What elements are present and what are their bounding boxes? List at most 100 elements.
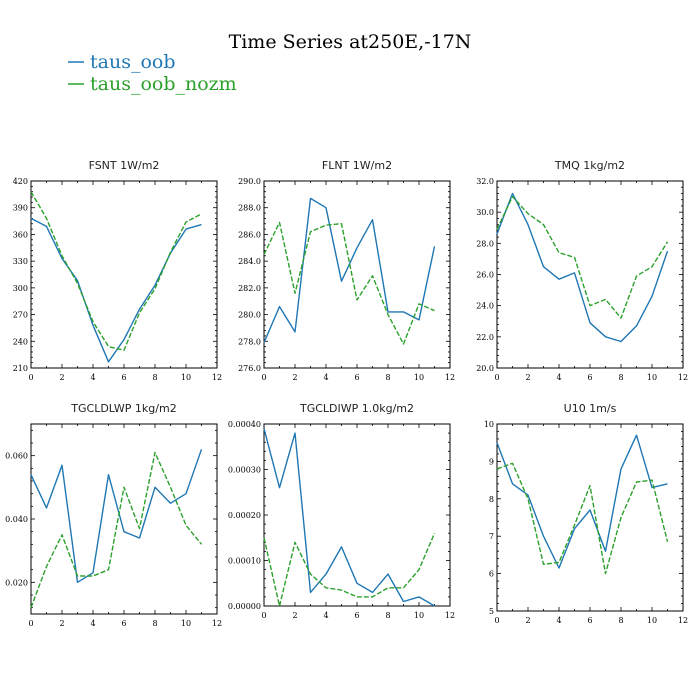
x-tick-label: 10 <box>647 373 657 382</box>
x-tick-label: 2 <box>525 616 530 625</box>
series-line-taus-oob-nozm <box>263 532 436 607</box>
x-tick-label: 8 <box>385 373 390 382</box>
x-tick-label: 0 <box>494 373 499 382</box>
y-tick-label: 0.00040 <box>228 420 261 429</box>
y-tick-label: 278.0 <box>238 337 261 346</box>
y-tick-label: 276.0 <box>238 364 261 373</box>
x-tick-label: 12 <box>678 616 688 625</box>
y-tick-label: 284.0 <box>238 257 261 266</box>
x-tick-label: 2 <box>525 373 530 382</box>
plot-frame <box>263 180 451 369</box>
legend-item-taus-oob: taus_oob <box>68 51 176 73</box>
plot-frame <box>496 423 684 612</box>
y-tick-label: 0.00020 <box>228 511 261 520</box>
x-tick-label: 6 <box>121 619 126 628</box>
y-tick-label: 0.060 <box>5 452 28 461</box>
x-tick-label: 10 <box>647 616 657 625</box>
x-tick-label: 8 <box>618 616 623 625</box>
x-tick-label: 4 <box>90 373 95 382</box>
x-tick-label: 4 <box>90 619 95 628</box>
y-tick-label: 390 <box>13 204 28 213</box>
x-tick-label: 12 <box>212 373 222 382</box>
series-line-taus-oob-nozm <box>263 221 435 345</box>
chart-panel-4: TGCLDLWP 1kg/m2 0 2 4 6 8 10 12 0.020 0.040 0.060 <box>5 402 222 628</box>
y-tick-label: 10 <box>484 420 494 429</box>
legend-label-taus-oob: taus_oob <box>90 51 176 73</box>
panel-title: FSNT 1W/m2 <box>89 159 160 172</box>
figure-title: Time Series at250E,-17N <box>229 31 472 53</box>
x-tick-label: 10 <box>181 619 191 628</box>
y-tick-label: 7 <box>489 532 494 541</box>
x-tick-label: 8 <box>385 611 390 620</box>
legend: taus_oob taus_oob_nozm <box>68 51 237 95</box>
y-tick-label: 0.020 <box>5 578 28 587</box>
x-tick-label: 12 <box>212 619 222 628</box>
y-tick-label: 240 <box>13 337 28 346</box>
panel-title: TGCLDLWP 1kg/m2 <box>70 402 176 415</box>
y-tick-label: 0.00000 <box>228 602 261 611</box>
x-tick-label: 0 <box>261 611 266 620</box>
x-tick-label: 8 <box>152 619 157 628</box>
y-tick-label: 286.0 <box>238 230 261 239</box>
x-tick-label: 8 <box>618 373 623 382</box>
x-tick-label: 0 <box>28 619 33 628</box>
plot-frame <box>30 423 218 615</box>
panel-title: FLNT 1W/m2 <box>322 159 392 172</box>
x-tick-label: 4 <box>556 373 561 382</box>
x-tick-label: 6 <box>354 373 359 382</box>
series-line-taus-oob <box>263 428 435 607</box>
y-tick-label: 0.00030 <box>228 466 261 475</box>
x-tick-label: 0 <box>494 616 499 625</box>
y-tick-label: 6 <box>489 570 494 579</box>
x-tick-label: 2 <box>292 373 297 382</box>
y-tick-label: 32.0 <box>476 177 494 186</box>
x-tick-label: 4 <box>556 616 561 625</box>
plot-frame <box>496 180 684 369</box>
y-tick-label: 8 <box>489 495 494 504</box>
y-tick-label: 282.0 <box>238 284 261 293</box>
panel-title: U10 1m/s <box>564 402 617 415</box>
y-tick-label: 9 <box>489 457 494 466</box>
x-tick-label: 6 <box>587 616 592 625</box>
x-tick-label: 2 <box>292 611 297 620</box>
series-line-taus-oob-nozm <box>496 195 669 319</box>
series-line-taus-oob <box>30 217 202 363</box>
x-tick-label: 12 <box>445 611 455 620</box>
y-tick-label: 288.0 <box>238 204 261 213</box>
chart-panels: FSNT 1W/m20 2 4 6 8 10 12210240270300330360390… <box>5 159 688 628</box>
series-line-taus-oob-nozm <box>496 462 669 575</box>
y-tick-label: 28.0 <box>476 239 494 248</box>
panel-title: TMQ 1kg/m2 <box>554 159 625 172</box>
chart-panel-2: FLNT 1W/m2 0 2 4 6 8 10 12 276.0 278.0 280.0 282.0 2… <box>238 159 455 382</box>
x-tick-label: 10 <box>414 373 424 382</box>
y-tick-label: 300 <box>13 284 28 293</box>
x-tick-label: 2 <box>59 619 64 628</box>
x-tick-label: 6 <box>354 611 359 620</box>
y-tick-label: 360 <box>13 230 28 239</box>
x-tick-label: 8 <box>152 373 157 382</box>
x-tick-label: 12 <box>678 373 688 382</box>
x-tick-label: 10 <box>414 611 424 620</box>
y-tick-label: 5 <box>489 607 494 616</box>
y-tick-label: 330 <box>13 257 28 266</box>
x-tick-label: 12 <box>445 373 455 382</box>
x-tick-label: 10 <box>181 373 191 382</box>
x-tick-label: 2 <box>59 373 64 382</box>
chart-panel-6: U10 1m/s 0 2 4 6 8 10 12 5 6 7 8 9 10 <box>484 402 688 625</box>
chart-panel-3: TMQ 1kg/m2 0 2 4 6 8 10 12 20.0 22.0 24.0 26.0 28.0 3… <box>476 159 688 382</box>
y-tick-label: 290.0 <box>238 177 261 186</box>
x-tick-label: 6 <box>121 373 126 382</box>
x-tick-label: 4 <box>323 373 328 382</box>
y-tick-label: 420 <box>13 177 28 186</box>
panel-title: TGCLDIWP 1.0kg/m2 <box>299 402 414 415</box>
plot-frame <box>263 423 451 607</box>
x-tick-label: 4 <box>323 611 328 620</box>
y-tick-label: 20.0 <box>476 364 494 373</box>
series-line-taus-oob <box>30 449 203 583</box>
y-tick-label: 22.0 <box>476 333 494 342</box>
x-tick-label: 0 <box>261 373 266 382</box>
chart-panel-5: TGCLDIWP 1.0kg/m2 0 2 4 6 8 10 12 0.00000 0.00010… <box>228 402 455 620</box>
legend-item-taus-oob-nozm: taus_oob_nozm <box>68 73 237 95</box>
x-tick-label: 6 <box>587 373 592 382</box>
